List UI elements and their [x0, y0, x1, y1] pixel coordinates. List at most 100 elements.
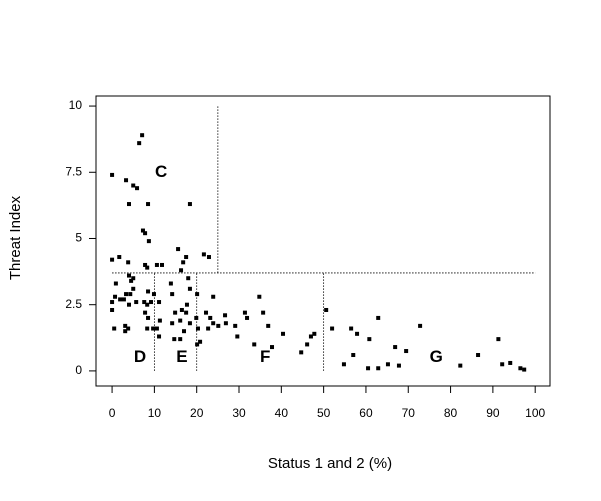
point [127, 273, 132, 278]
point [157, 318, 162, 323]
point [110, 300, 115, 305]
point [110, 307, 115, 312]
point [129, 278, 134, 283]
point [142, 300, 147, 305]
point [496, 337, 501, 342]
point [149, 300, 154, 305]
point [146, 315, 151, 320]
point [186, 276, 191, 281]
point [145, 265, 150, 270]
point [127, 302, 132, 307]
point [476, 353, 481, 358]
point [252, 342, 257, 347]
point [324, 307, 329, 312]
point [330, 326, 335, 331]
point [308, 334, 313, 339]
point [216, 323, 221, 328]
point [366, 366, 371, 371]
point [143, 310, 148, 315]
point [187, 202, 192, 207]
point [396, 363, 401, 368]
point [137, 141, 142, 146]
point [140, 228, 145, 233]
point [204, 310, 209, 315]
point [393, 345, 398, 350]
x-tick-label: 30 [232, 406, 246, 420]
point [518, 366, 523, 371]
x-tick-label: 40 [275, 406, 289, 420]
point [151, 292, 156, 297]
point [128, 292, 133, 297]
point [184, 302, 189, 307]
point [135, 186, 140, 191]
point [195, 342, 200, 347]
x-tick-label: 10 [148, 406, 162, 420]
point [172, 337, 177, 342]
x-tick-label: 100 [525, 406, 545, 420]
x-tick-label: 90 [486, 406, 500, 420]
point [146, 239, 151, 244]
point [184, 255, 189, 260]
point [349, 326, 354, 331]
point [208, 315, 213, 320]
point [385, 362, 390, 367]
point [146, 202, 151, 207]
point [170, 321, 175, 326]
point [195, 326, 200, 331]
point [355, 331, 360, 336]
region-label: C [155, 162, 167, 181]
point [211, 294, 216, 299]
point [367, 337, 372, 342]
point [266, 323, 271, 328]
x-tick-label: 20 [190, 406, 204, 420]
point [176, 247, 181, 252]
point [341, 362, 346, 367]
point [223, 313, 228, 318]
point [500, 362, 505, 367]
point [522, 367, 527, 372]
point [299, 350, 304, 355]
y-tick-label: 2.5 [65, 297, 82, 311]
point [151, 326, 156, 331]
point [131, 183, 136, 188]
x-tick-label: 70 [402, 406, 416, 420]
point [458, 363, 463, 368]
y-tick-label: 0 [75, 363, 82, 377]
point [305, 342, 310, 347]
point [178, 318, 183, 323]
point [235, 334, 240, 339]
point [211, 321, 216, 326]
point [126, 260, 131, 265]
x-axis-label: Status 1 and 2 (%) [268, 455, 392, 472]
point [124, 292, 129, 297]
point [131, 286, 136, 291]
point [127, 202, 132, 207]
point [179, 268, 184, 273]
point [173, 310, 178, 315]
point [312, 331, 317, 336]
y-axis-label: Threat Index [7, 195, 24, 280]
region-label: F [260, 347, 270, 366]
point [113, 294, 118, 299]
point [178, 337, 183, 342]
plot-frame [95, 95, 551, 387]
point [233, 323, 238, 328]
y-tick-label: 7.5 [65, 164, 82, 178]
x-tick-label: 50 [317, 406, 331, 420]
point [117, 255, 122, 260]
point [110, 172, 115, 177]
point [508, 360, 513, 365]
y-tick-label: 5 [75, 231, 82, 245]
point [170, 292, 175, 297]
point [184, 310, 189, 315]
point [143, 262, 148, 267]
point [179, 307, 184, 312]
point [145, 326, 150, 331]
point [123, 323, 128, 328]
point [146, 289, 151, 294]
region-label: D [134, 347, 146, 366]
region-label: E [176, 347, 187, 366]
point [418, 323, 423, 328]
point [118, 297, 123, 302]
region-label: G [430, 347, 443, 366]
